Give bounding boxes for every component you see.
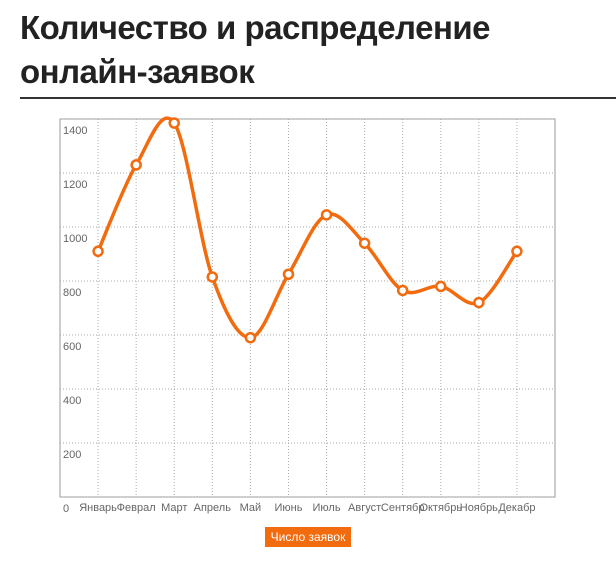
- point: [358, 237, 371, 249]
- point: [435, 280, 447, 293]
- point: [92, 245, 104, 258]
- title-rule: [20, 97, 616, 99]
- x-tick-label: Июнь: [274, 502, 302, 514]
- plot-frame: [59, 118, 556, 498]
- y-tick-label: 200: [63, 449, 81, 461]
- line: [96, 116, 519, 340]
- y-tick-label: 400: [63, 395, 81, 407]
- point: [511, 245, 523, 258]
- point: [282, 268, 295, 280]
- x-tick-label: Апрель: [194, 502, 232, 514]
- point: [473, 296, 485, 309]
- x-tick-label: Июль: [312, 502, 340, 514]
- y-tick-label: 800: [63, 287, 81, 299]
- x-tick-label: Январь: [79, 502, 117, 514]
- x-tick-label: Октябрь: [419, 502, 462, 514]
- y-tick-label: 1200: [63, 179, 87, 191]
- y-tick-label: 1000: [63, 233, 87, 245]
- x-tick-label: Ноябрь: [460, 502, 498, 514]
- y-tick-label: 0: [63, 503, 69, 515]
- page-title: Количество и распределение онлайн-заявок: [20, 9, 491, 90]
- point: [396, 284, 409, 297]
- point: [168, 117, 180, 129]
- legend-label: Число заявок: [271, 530, 346, 544]
- x-tick-label: Декабр: [498, 502, 535, 514]
- y-tick-label: 600: [63, 341, 81, 353]
- point: [244, 331, 257, 344]
- x-tick-label: Феврал: [117, 502, 156, 514]
- legend-swatch: [265, 527, 351, 547]
- y-tick-label: 1400: [63, 125, 87, 137]
- x-tick-label: Май: [240, 502, 262, 514]
- x-tick-label: Август: [348, 502, 381, 514]
- point: [206, 271, 219, 283]
- x-tick-label: Сентябр: [381, 502, 425, 514]
- point: [320, 209, 333, 221]
- x-tick-label: Март: [161, 502, 187, 514]
- point: [130, 159, 142, 171]
